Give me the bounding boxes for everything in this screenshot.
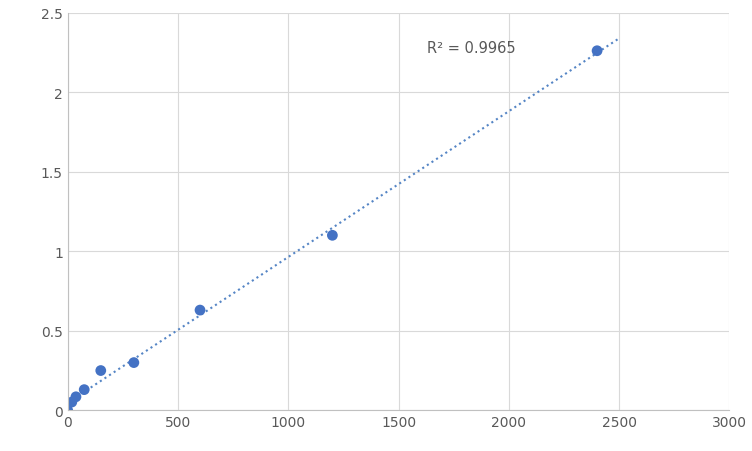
Point xyxy=(591,48,603,55)
Point xyxy=(326,232,338,239)
Point xyxy=(66,399,77,406)
Text: R² = 0.9965: R² = 0.9965 xyxy=(427,41,516,56)
Point xyxy=(78,386,90,393)
Point xyxy=(95,367,107,374)
Point xyxy=(128,359,140,366)
Point xyxy=(194,307,206,314)
Point xyxy=(62,407,74,414)
Point xyxy=(70,393,82,400)
